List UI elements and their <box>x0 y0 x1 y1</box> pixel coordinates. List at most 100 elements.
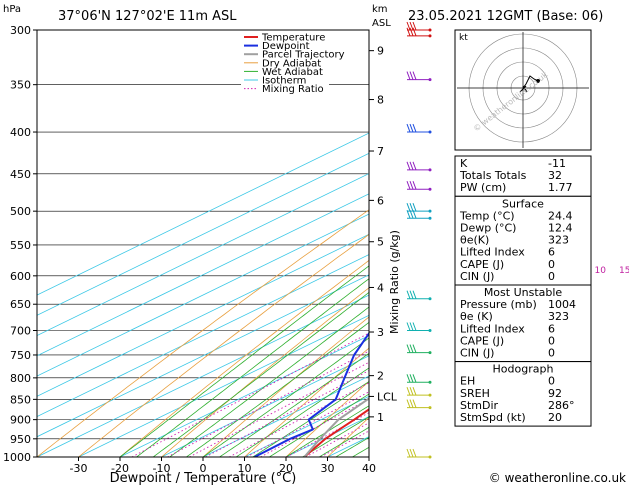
surface-label: CAPE (J) <box>460 258 504 271</box>
indices-table: K -11 Totals Totals 32 PW (cm) 1.77 SurfaceTem… <box>454 155 592 427</box>
series-parcel-trajectory <box>303 397 369 457</box>
mixing-ratio-line <box>131 332 369 457</box>
wind-barb-flag <box>406 181 411 190</box>
series-dewpoint <box>254 331 369 457</box>
wind-barb-flag <box>412 374 417 383</box>
wind-barb <box>406 123 432 134</box>
wind-barb-dot <box>428 28 432 32</box>
temperature-tick-label: -30 <box>70 462 88 475</box>
most-unstable-label: CIN (J) <box>460 347 494 360</box>
dry-adiabat-line <box>285 380 369 457</box>
wind-barb-dot <box>428 329 432 333</box>
pressure-tick-label: 900 <box>10 414 31 427</box>
wind-barb-dot <box>428 209 432 213</box>
wind-barb <box>406 344 432 355</box>
hodograph-index-label: SREH <box>460 387 490 400</box>
temperature-tick-label: 10 <box>238 462 252 475</box>
mixing-ratio-line <box>167 350 369 457</box>
wind-barb-flag <box>409 181 414 190</box>
wind-barb-flag <box>409 386 414 396</box>
wind-barb-flag <box>412 448 417 458</box>
wind-barb-flag <box>406 27 411 37</box>
wet-adiabat-line <box>136 278 369 457</box>
dry-adiabat-line <box>618 30 629 457</box>
wind-barb-dot <box>428 393 432 397</box>
altitude-tick-label: 7 <box>377 145 384 158</box>
surface-value: 24.4 <box>548 209 573 222</box>
hodograph-index-value: 286° <box>548 399 575 412</box>
surface-label: CIN (J) <box>460 270 494 283</box>
hodograph-trace <box>522 75 539 89</box>
wind-barb-flag <box>412 21 417 31</box>
wind-barb-flag <box>409 202 414 212</box>
surface-value: 323 <box>548 234 569 247</box>
wind-barb <box>406 181 432 191</box>
wind-barb-flag <box>412 210 417 219</box>
isotherm-line <box>37 193 369 357</box>
mixing-ratio-label: 10 <box>594 266 606 276</box>
pressure-tick-label: 300 <box>10 24 31 37</box>
wind-barb-flag <box>406 399 411 408</box>
isotherm-line <box>78 314 369 457</box>
hodograph-index-value: 0 <box>548 375 555 388</box>
wind-barb <box>406 290 432 301</box>
hodograph-unit: kt <box>459 33 468 43</box>
pressure-tick-label: 450 <box>10 168 31 181</box>
pressure-tick-label: 550 <box>10 239 31 252</box>
wind-barbs <box>406 21 432 459</box>
wind-barb <box>406 71 432 82</box>
temperature-tick-label: 30 <box>321 462 335 475</box>
isotherm-line <box>161 355 369 457</box>
isotherm-line <box>202 375 369 457</box>
wind-barb <box>406 386 432 397</box>
most-unstable-value: 1004 <box>548 298 576 311</box>
temperature-tick-label: 20 <box>279 462 293 475</box>
wind-barb-flag <box>412 399 417 408</box>
wind-barb-flag <box>406 202 411 212</box>
wind-barb-flag <box>412 322 417 331</box>
surface-label: Lifted Index <box>460 246 525 259</box>
wind-barb-dot <box>428 34 432 38</box>
surface-value: 12.4 <box>548 222 573 235</box>
wind-barb <box>406 210 432 220</box>
index-value: 32 <box>548 169 562 182</box>
legend-entry: Dry Adiabat <box>262 58 321 69</box>
surface-value: 0 <box>548 270 555 283</box>
wind-barb-flag <box>409 399 414 408</box>
hodograph-index-value: 92 <box>548 387 562 400</box>
wind-barb-dot <box>428 406 432 410</box>
wind-barb-flag <box>412 202 417 212</box>
isotherm-line <box>37 173 369 336</box>
indices-box <box>454 155 592 197</box>
wet-adiabat-line <box>119 265 369 457</box>
altitude-tick-label: 4 <box>377 281 384 294</box>
wet-adiabat-line <box>169 306 369 457</box>
wet-adiabat-line <box>186 321 369 457</box>
most-unstable-label: Lifted Index <box>460 322 525 335</box>
mixing-ratio-line <box>246 391 369 457</box>
wind-barb <box>406 448 432 459</box>
legend-entry: Mixing Ratio <box>262 84 324 95</box>
wind-barb-flag <box>406 71 411 80</box>
surface-value: 0 <box>548 258 555 271</box>
altitude-tick-label: 6 <box>377 194 384 207</box>
altitude-tick-label: 2 <box>377 370 384 383</box>
wind-barb-flag <box>412 123 417 133</box>
asl-unit-label: ASL <box>372 18 391 29</box>
most-unstable-label: CAPE (J) <box>460 334 504 347</box>
altitude-tick-label: 8 <box>377 94 384 107</box>
surface-label: Dewp (°C) <box>460 222 516 235</box>
index-label: PW (cm) <box>460 181 506 194</box>
pressure-unit-label: hPa <box>3 4 21 15</box>
isotherm-line <box>37 132 369 296</box>
wet-adiabat-line <box>202 337 369 457</box>
most-unstable-value: 0 <box>548 334 555 347</box>
wind-barb-flag <box>406 123 411 133</box>
legend-entry: Dewpoint <box>262 41 310 52</box>
pressure-tick-label: 1000 <box>3 451 31 464</box>
most-unstable-value: 6 <box>548 322 555 335</box>
hodograph-index-value: 20 <box>548 411 562 424</box>
pressure-tick-label: 500 <box>10 205 31 218</box>
hodograph-title: Hodograph <box>493 363 554 376</box>
